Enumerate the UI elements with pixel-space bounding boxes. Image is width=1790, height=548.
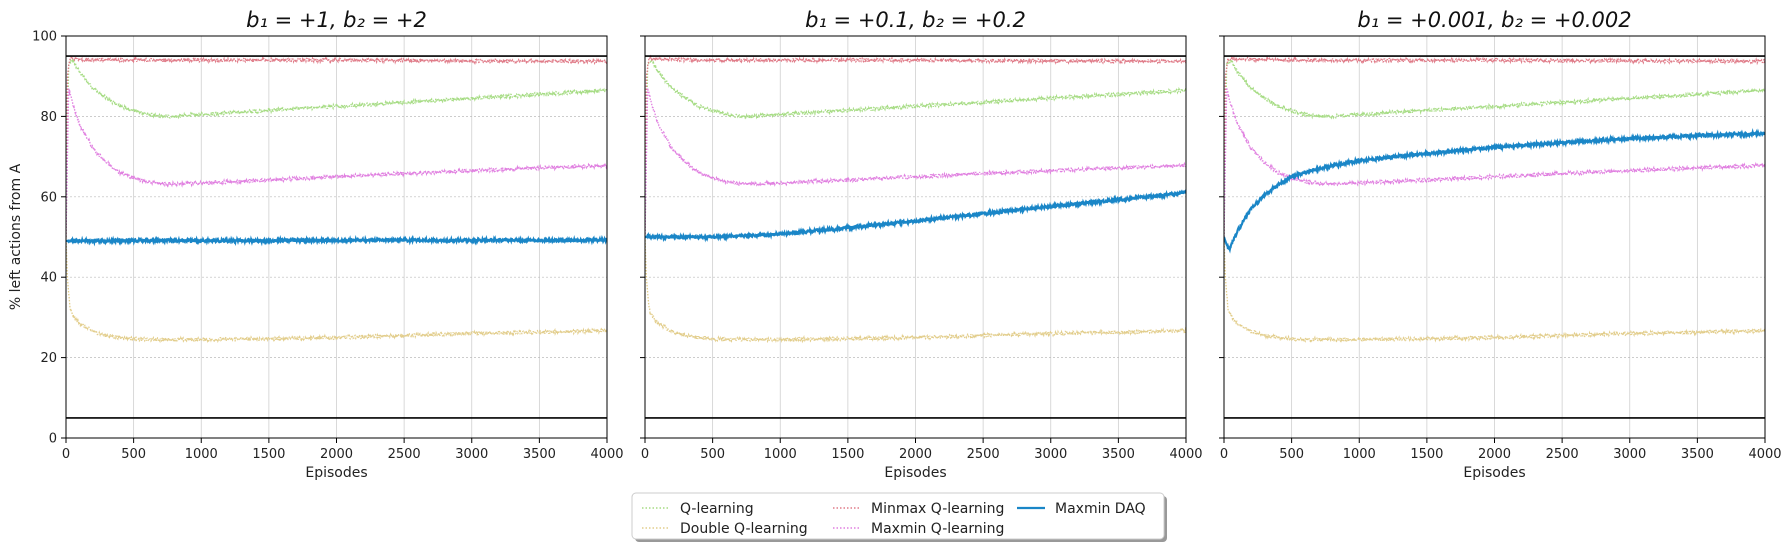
plot-area (1224, 55, 1765, 344)
x-tick-label: 1500 (831, 447, 864, 462)
y-tick-label: 60 (40, 190, 57, 205)
x-tick-label: 2000 (1478, 447, 1511, 462)
series-line-maxmin-q-learning (645, 88, 1186, 238)
series-line-maxmin-daq (645, 189, 1186, 243)
x-tick-label: 0 (62, 447, 70, 462)
subplot-title: b₁ = +0.1, b₂ = +0.2 (805, 8, 1026, 32)
legend-label: Q-learning (680, 501, 754, 517)
x-tick-label: 3500 (1681, 447, 1714, 462)
series-line-minmax-q-learning (66, 54, 607, 238)
x-tick-label: 500 (700, 447, 725, 462)
subplot-title: b₁ = +0.001, b₂ = +0.002 (1357, 8, 1631, 32)
series-line-double-q-learning (645, 236, 1186, 344)
x-tick-label: 2000 (320, 447, 353, 462)
plot-area (645, 54, 1186, 344)
x-tick-label: 3000 (455, 447, 488, 462)
y-tick-label: 100 (32, 30, 57, 45)
series-line-q-learning (1224, 59, 1765, 238)
x-tick-label: 2500 (967, 447, 1000, 462)
x-tick-label: 3500 (1102, 447, 1135, 462)
y-tick-label: 0 (49, 432, 57, 447)
y-tick-label: 80 (40, 110, 57, 125)
x-tick-label: 4000 (1169, 447, 1202, 462)
plot-area (66, 54, 607, 344)
x-tick-label: 0 (1220, 447, 1228, 462)
x-tick-label: 2500 (1546, 447, 1579, 462)
legend-label: Maxmin DAQ (1055, 501, 1146, 517)
y-axis-label: % left actions from A (8, 163, 24, 310)
x-tick-label: 4000 (1748, 447, 1781, 462)
series-line-maxmin-daq (66, 234, 607, 247)
series-line-minmax-q-learning (645, 54, 1186, 238)
x-tick-label: 1500 (252, 447, 285, 462)
x-tick-label: 2500 (388, 447, 421, 462)
series-line-minmax-q-learning (1224, 55, 1765, 238)
x-tick-label: 1500 (1410, 447, 1443, 462)
series-line-double-q-learning (1224, 236, 1765, 344)
y-tick-label: 20 (40, 351, 57, 366)
x-tick-label: 3000 (1034, 447, 1067, 462)
subplot-3: 0 500 1000 1500 2000 2500 3000 3500 4000 Episodes… (1219, 8, 1782, 481)
x-tick-label: 1000 (764, 447, 797, 462)
series-line-q-learning (66, 59, 607, 238)
subplot-title: b₁ = +1, b₂ = +2 (246, 8, 427, 32)
series-line-q-learning (645, 58, 1186, 238)
x-tick-label: 3000 (1613, 447, 1646, 462)
subplot-2: 0 500 1000 1500 2000 2500 3000 3500 4000 Episodes… (640, 8, 1203, 481)
x-tick-label: 2000 (899, 447, 932, 462)
series-line-maxmin-daq (1224, 128, 1765, 254)
x-axis-label: Episodes (1463, 465, 1525, 481)
legend-label: Minmax Q-learning (871, 501, 1004, 517)
subplot-1: 0 500 1000 1500 2000 2500 3000 3500 4000 0 20 40 60 8… (8, 8, 624, 481)
y-tick-label: 40 (40, 271, 57, 286)
x-axis-label: Episodes (305, 465, 367, 481)
x-tick-label: 1000 (1343, 447, 1376, 462)
x-tick-label: 0 (641, 447, 649, 462)
x-tick-label: 3500 (523, 447, 556, 462)
x-tick-label: 4000 (590, 447, 623, 462)
legend-label: Double Q-learning (680, 521, 808, 537)
series-line-double-q-learning (66, 236, 607, 344)
x-tick-label: 500 (121, 447, 146, 462)
x-axis-label: Episodes (884, 465, 946, 481)
x-tick-label: 500 (1279, 447, 1304, 462)
x-tick-label: 1000 (185, 447, 218, 462)
legend-box (631, 492, 1165, 540)
legend-label: Maxmin Q-learning (871, 521, 1004, 537)
legend: Q-learning Double Q-learning Minmax Q-lear… (631, 492, 1167, 542)
